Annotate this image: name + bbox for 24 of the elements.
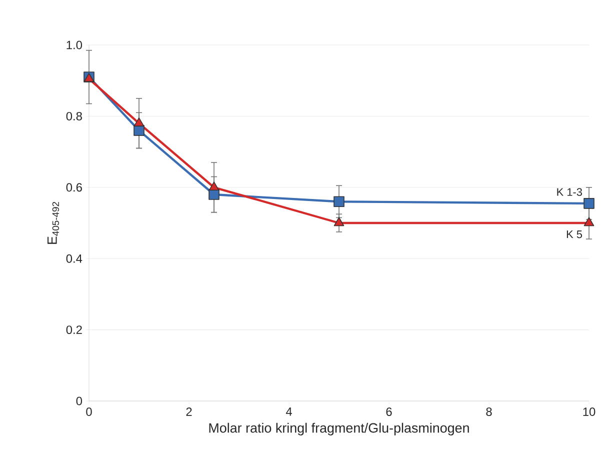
y-tick-label: 0.6 <box>66 183 82 192</box>
point <box>334 217 344 226</box>
point <box>208 189 220 200</box>
x-tick-label: 4 <box>286 408 292 416</box>
x-tick-label: 2 <box>186 408 192 416</box>
y-tick-label: 0 <box>76 396 82 406</box>
point <box>584 198 594 209</box>
point <box>584 217 594 226</box>
x-tick-label: 0 <box>86 408 92 416</box>
x-tick-label: 8 <box>486 408 492 416</box>
y-tick-label: 0.8 <box>66 112 82 120</box>
point <box>208 181 220 191</box>
point <box>134 125 144 136</box>
x-tick-label: 6 <box>386 408 392 416</box>
y-tick-label: 1.0 <box>66 40 82 50</box>
point <box>134 117 144 126</box>
x-axis-title: Molar ratio kringl fragment/Glu-plasminogen <box>209 422 469 436</box>
series-label: K 1-3 <box>557 188 582 196</box>
y-tick-label: 0.4 <box>66 254 82 263</box>
x-tick-label: 10 <box>583 408 596 416</box>
point <box>334 196 344 208</box>
series-label: K 5 <box>566 230 582 238</box>
y-tick-label: 0.2 <box>66 326 82 334</box>
y-axis-title: E$_{405-492}$ <box>48 202 60 244</box>
